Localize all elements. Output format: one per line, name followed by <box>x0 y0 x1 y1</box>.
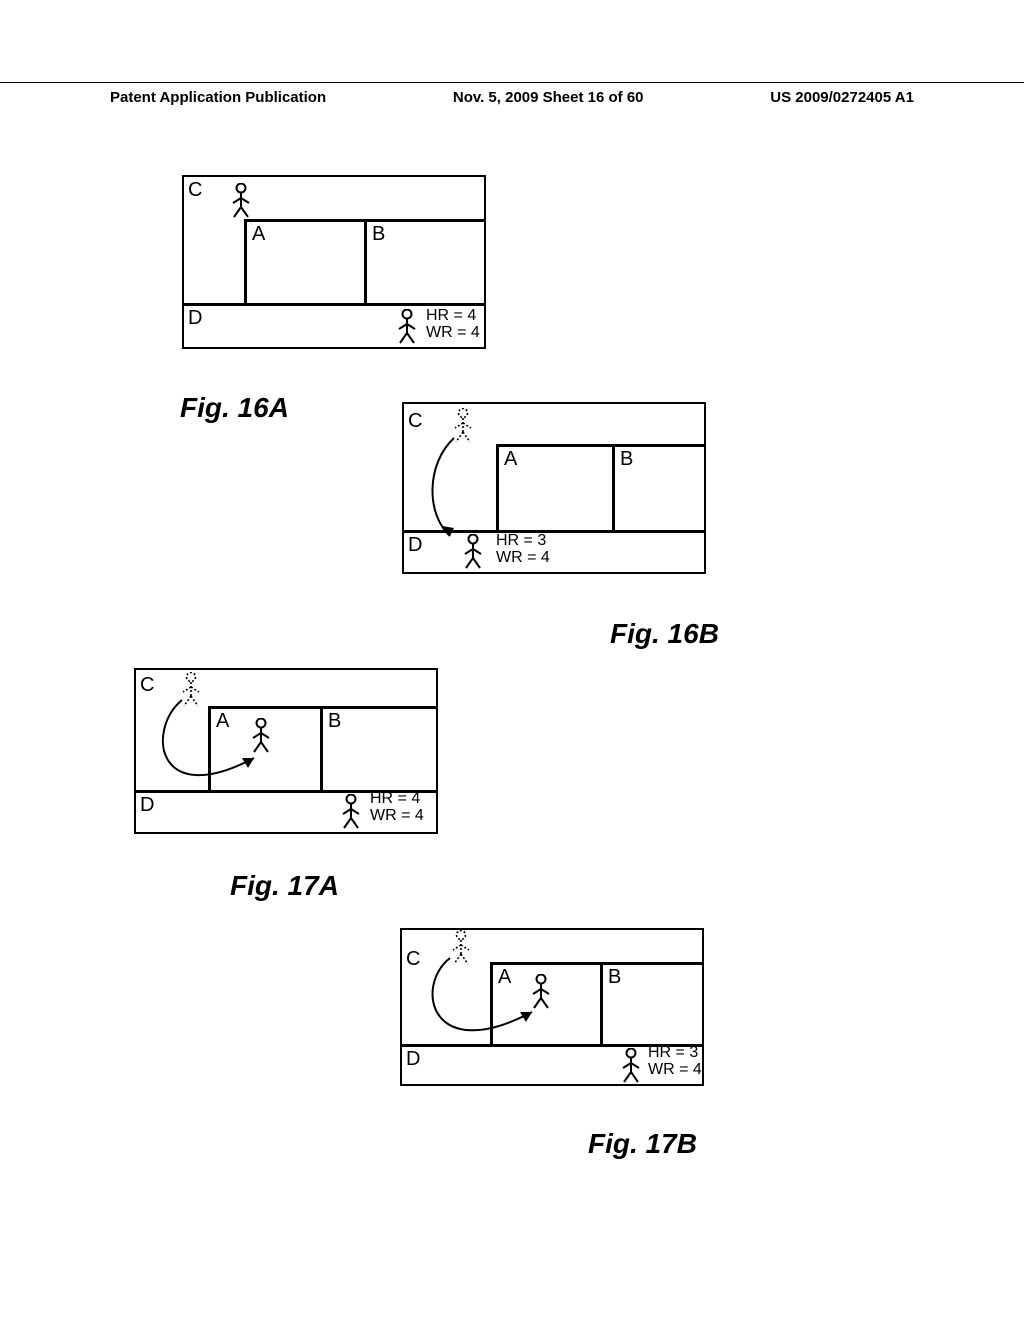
fig16a-label-c: C <box>188 179 202 202</box>
stick-icon <box>250 718 272 754</box>
stick-ghost-icon <box>450 930 472 966</box>
page-header: Patent Application Publication Nov. 5, 2… <box>0 82 1024 106</box>
fig17a-col-b <box>320 706 323 790</box>
fig17b-label-d: D <box>406 1048 420 1071</box>
fig-16b-box: C A B D HR = 3 WR = 4 <box>402 402 706 574</box>
fig16b-wr: 4 <box>541 549 550 566</box>
fig16b-hr: 3 <box>537 532 546 549</box>
fig-16a-box: C A B D HR = 4 WR = 4 <box>182 175 486 349</box>
fig16b-label-c: C <box>408 410 422 433</box>
stick-icon <box>340 794 362 830</box>
fig16b-hrwr: HR = 3 WR = 4 <box>496 532 550 566</box>
fig16b-col-b <box>612 444 615 530</box>
fig16b-label-b: B <box>620 448 633 471</box>
fig17b-wr: 4 <box>693 1061 702 1078</box>
fig-17a-box: C A B D HR = 4 WR = 4 <box>134 668 438 834</box>
fig17b-label-a: A <box>498 966 511 989</box>
header-center: Nov. 5, 2009 Sheet 16 of 60 <box>453 89 644 106</box>
fig16a-label-d: D <box>188 307 202 330</box>
fig16b-row-mid <box>496 444 704 447</box>
stick-icon <box>620 1048 642 1084</box>
fig16b-label-d: D <box>408 534 422 557</box>
fig16a-col-b <box>364 219 367 303</box>
stick-ghost-icon <box>180 672 202 708</box>
header-left: Patent Application Publication <box>110 89 326 106</box>
fig16b-row-bottom <box>404 530 704 533</box>
fig16a-hr: 4 <box>467 307 476 324</box>
curved-arrow-icon <box>404 404 704 572</box>
fig17a-hr: 4 <box>411 790 420 807</box>
fig17b-col-a <box>490 962 493 1044</box>
fig16a-hrwr: HR = 4 WR = 4 <box>426 307 480 341</box>
fig17a-wr: 4 <box>415 807 424 824</box>
fig17b-hr: 3 <box>689 1044 698 1061</box>
fig-17b-caption: Fig. 17B <box>588 1128 697 1160</box>
fig-16a-caption: Fig. 16A <box>180 392 289 424</box>
fig16a-col-a <box>244 219 247 303</box>
stick-icon <box>530 974 552 1010</box>
fig17b-label-b: B <box>608 966 621 989</box>
header-right: US 2009/0272405 A1 <box>770 89 914 106</box>
stick-ghost-icon <box>452 408 474 444</box>
fig16a-label-b: B <box>372 223 385 246</box>
stick-icon <box>230 183 252 219</box>
fig16b-label-a: A <box>504 448 517 471</box>
fig-17a-caption: Fig. 17A <box>230 870 339 902</box>
fig17a-label-c: C <box>140 674 154 697</box>
stick-icon <box>396 309 418 345</box>
fig16a-label-a: A <box>252 223 265 246</box>
fig17b-label-c: C <box>406 948 420 971</box>
fig17b-row-mid <box>490 962 702 965</box>
fig-16b-caption: Fig. 16B <box>610 618 719 650</box>
fig17a-label-a: A <box>216 710 229 733</box>
fig17a-hrwr: HR = 4 WR = 4 <box>370 790 424 824</box>
fig17a-col-a <box>208 706 211 790</box>
fig17a-label-b: B <box>328 710 341 733</box>
fig17b-col-b <box>600 962 603 1044</box>
fig-17b-box: C A B D HR = 3 WR = 4 <box>400 928 704 1086</box>
stick-icon <box>462 534 484 570</box>
fig16a-row-bottom <box>184 303 484 306</box>
fig16b-col-a <box>496 444 499 530</box>
fig17a-label-d: D <box>140 794 154 817</box>
fig16a-wr: 4 <box>471 324 480 341</box>
fig17b-hrwr: HR = 3 WR = 4 <box>648 1044 702 1078</box>
